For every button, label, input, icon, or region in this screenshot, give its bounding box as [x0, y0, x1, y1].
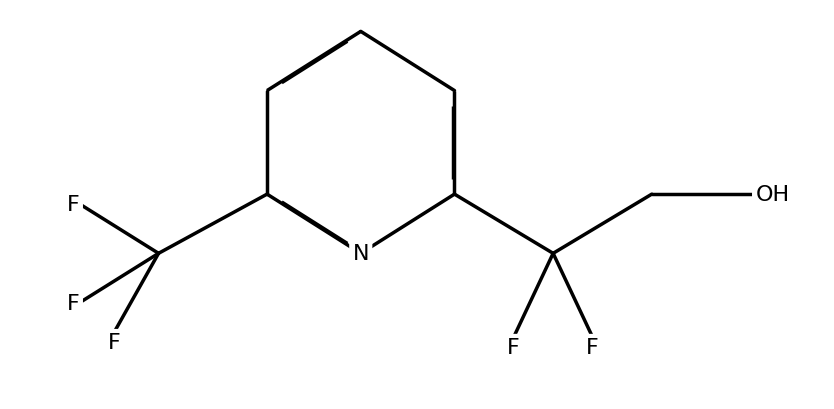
Text: N: N — [353, 244, 369, 264]
Text: F: F — [586, 337, 599, 357]
Text: F: F — [507, 337, 520, 357]
Text: F: F — [67, 293, 79, 313]
Text: OH: OH — [756, 185, 790, 204]
Text: F: F — [108, 333, 121, 353]
Text: F: F — [67, 195, 79, 214]
